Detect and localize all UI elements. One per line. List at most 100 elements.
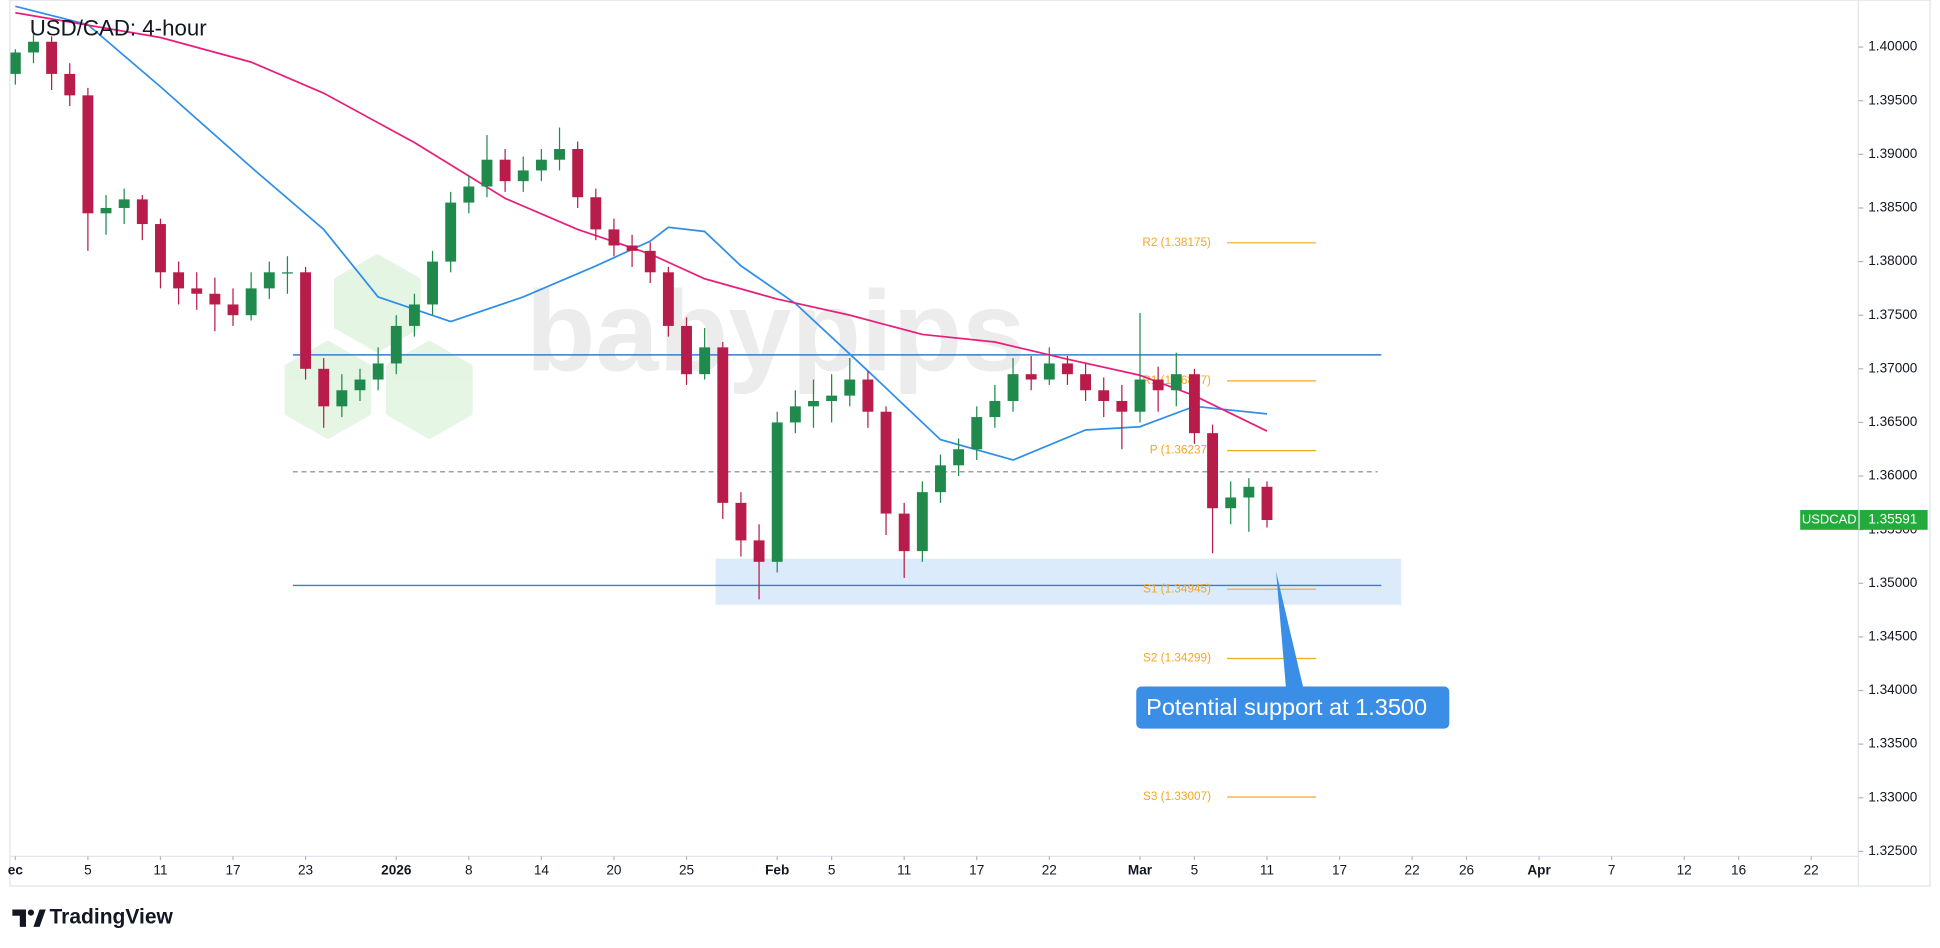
candle-body bbox=[1134, 379, 1146, 412]
chart-frame bbox=[9, 0, 1931, 887]
y-tick-label: 1.39500 bbox=[1868, 92, 1918, 107]
candle-body bbox=[445, 202, 457, 262]
candle-body bbox=[100, 207, 112, 214]
candle-body bbox=[826, 395, 838, 401]
candle-body bbox=[662, 272, 674, 326]
candle-body bbox=[136, 199, 148, 225]
candle-body bbox=[1116, 400, 1128, 412]
candle-body bbox=[390, 325, 402, 364]
x-tick-label: 5 bbox=[1191, 863, 1199, 878]
x-tick-label: 16 bbox=[1731, 863, 1746, 878]
candle-body bbox=[318, 368, 330, 407]
candle-body bbox=[935, 465, 946, 493]
candle-body bbox=[300, 272, 312, 369]
candle-body bbox=[953, 449, 965, 466]
candle-body bbox=[735, 502, 747, 541]
y-tick-label: 1.34500 bbox=[1868, 628, 1918, 643]
x-tick-label: Apr bbox=[1527, 863, 1551, 878]
candle-body bbox=[82, 95, 94, 214]
candle-body bbox=[408, 304, 420, 326]
candle-body bbox=[1080, 374, 1092, 391]
x-tick-label: 17 bbox=[1332, 863, 1347, 878]
candle-body bbox=[699, 347, 711, 375]
x-tick-label: 5 bbox=[84, 863, 92, 878]
brand-icon bbox=[33, 909, 46, 927]
candle-body bbox=[336, 390, 348, 407]
pivot-label: S1 (1.34945) bbox=[1143, 582, 1211, 595]
price-tag bbox=[1859, 510, 1928, 530]
candle-body bbox=[263, 272, 275, 289]
x-tick-label: 11 bbox=[897, 863, 911, 878]
candle-body bbox=[644, 250, 656, 273]
candle-body bbox=[227, 304, 239, 316]
candle-body bbox=[1025, 374, 1037, 380]
candle-body bbox=[1062, 363, 1073, 375]
candle-body bbox=[753, 540, 765, 562]
candle-body bbox=[427, 261, 438, 305]
candle-body bbox=[1207, 433, 1219, 509]
candle-body bbox=[1007, 374, 1019, 401]
candle-body bbox=[681, 325, 692, 375]
y-tick-label: 1.35000 bbox=[1868, 575, 1918, 590]
x-tick-label: 2026 bbox=[381, 863, 412, 878]
candle-body bbox=[281, 272, 293, 274]
candle-body bbox=[626, 245, 638, 251]
x-tick-label: 17 bbox=[225, 863, 240, 878]
candle-body bbox=[971, 417, 983, 450]
x-tick-label: 20 bbox=[606, 863, 622, 878]
y-tick-label: 1.36000 bbox=[1868, 468, 1918, 483]
candle-body bbox=[517, 170, 529, 182]
x-tick-label: 11 bbox=[153, 863, 167, 878]
candle-body bbox=[481, 159, 493, 187]
plot-area: R2 (1.38175)R1 (1.36887)P (1.36237)S1 (1… bbox=[9, 5, 1402, 803]
candle-body bbox=[9, 52, 21, 74]
x-tick-label: ec bbox=[8, 863, 24, 878]
candle-body bbox=[844, 379, 856, 396]
brand-logo bbox=[12, 909, 46, 927]
callout-box bbox=[1136, 686, 1450, 729]
candle-body bbox=[209, 293, 221, 305]
symbol-tag-text: USDCAD bbox=[1802, 511, 1857, 526]
candle-body bbox=[64, 73, 76, 96]
candle-body bbox=[572, 148, 584, 198]
candle-body bbox=[245, 288, 257, 316]
y-tick-label: 1.39000 bbox=[1868, 146, 1918, 161]
y-tick-label: 1.33000 bbox=[1868, 789, 1918, 804]
x-tick-label: 26 bbox=[1459, 863, 1474, 878]
candle-body bbox=[173, 272, 185, 289]
candle-body bbox=[28, 41, 39, 53]
y-tick-label: 1.38500 bbox=[1868, 200, 1918, 215]
candle-body bbox=[1043, 363, 1055, 380]
watermark-text: babypips bbox=[526, 268, 1026, 395]
chart-title: USD/CAD: 4-hour bbox=[30, 16, 208, 41]
brand-icon bbox=[27, 909, 35, 916]
candle-body bbox=[372, 363, 384, 380]
x-tick-label: 23 bbox=[298, 863, 313, 878]
x-tick-label: 22 bbox=[1042, 863, 1057, 878]
candle-body bbox=[789, 406, 801, 423]
x-tick-label: 8 bbox=[465, 863, 473, 878]
candle-body bbox=[916, 492, 928, 552]
logo-hex bbox=[386, 340, 473, 440]
candle-body bbox=[191, 288, 203, 294]
candle-body bbox=[535, 159, 547, 171]
x-tick-label: 17 bbox=[969, 863, 984, 878]
x-tick-label: 7 bbox=[1608, 863, 1616, 878]
candle-body bbox=[354, 379, 366, 391]
brand-icon bbox=[12, 909, 26, 927]
moving-average bbox=[15, 5, 1268, 461]
candle-body bbox=[118, 199, 130, 208]
y-tick-label: 1.38000 bbox=[1868, 253, 1918, 268]
candle-body bbox=[1098, 390, 1110, 401]
y-tick-label: 1.40000 bbox=[1868, 39, 1918, 54]
pivot-label: S3 (1.33007) bbox=[1143, 790, 1211, 803]
candle-body bbox=[1152, 379, 1164, 391]
brand-text: TradingView bbox=[49, 906, 173, 929]
callout-text: Potential support at 1.3500 bbox=[1146, 694, 1427, 720]
y-tick-label: 1.37000 bbox=[1868, 360, 1918, 375]
y-tick-label: 1.37500 bbox=[1868, 307, 1918, 322]
x-tick-label: Mar bbox=[1128, 863, 1153, 878]
x-tick-label: 11 bbox=[1260, 863, 1274, 878]
